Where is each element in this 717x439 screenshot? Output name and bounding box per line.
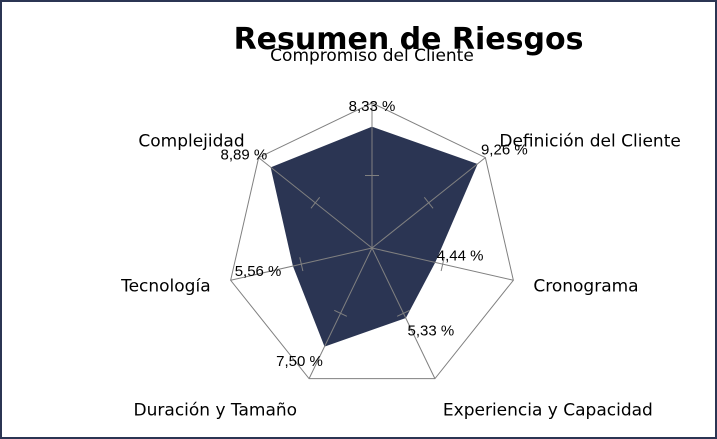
value-label: 8,89 % — [221, 147, 268, 164]
value-label: 9,26 % — [481, 141, 528, 158]
value-label: 5,56 % — [235, 263, 282, 280]
radar-axis-tick — [299, 257, 304, 272]
value-label: 7,50 % — [276, 353, 323, 370]
radar-axis-tick — [310, 197, 321, 209]
radar-data-polygon — [270, 126, 478, 347]
radar-axis-tick — [440, 257, 445, 272]
radar-outer-web — [230, 102, 514, 380]
value-label: 5,33 % — [408, 323, 455, 340]
category-label: Compromiso del Cliente — [270, 46, 474, 66]
radar-axis-tick — [396, 309, 410, 317]
chart-title: Resumen de Riesgos — [233, 22, 584, 57]
value-label: 4,44 % — [437, 247, 484, 264]
radar-axis-tick — [423, 197, 434, 209]
value-label: 8,33 % — [349, 98, 396, 115]
category-label: Definición del Cliente — [499, 132, 680, 152]
category-label: Experiencia y Capacidad — [443, 401, 653, 421]
category-label: Tecnología — [120, 276, 211, 296]
category-label: Complejidad — [138, 132, 244, 152]
category-label: Duración y Tamaño — [134, 401, 298, 421]
radar-axis-tick — [334, 309, 348, 317]
category-label: Cronograma — [533, 276, 638, 296]
